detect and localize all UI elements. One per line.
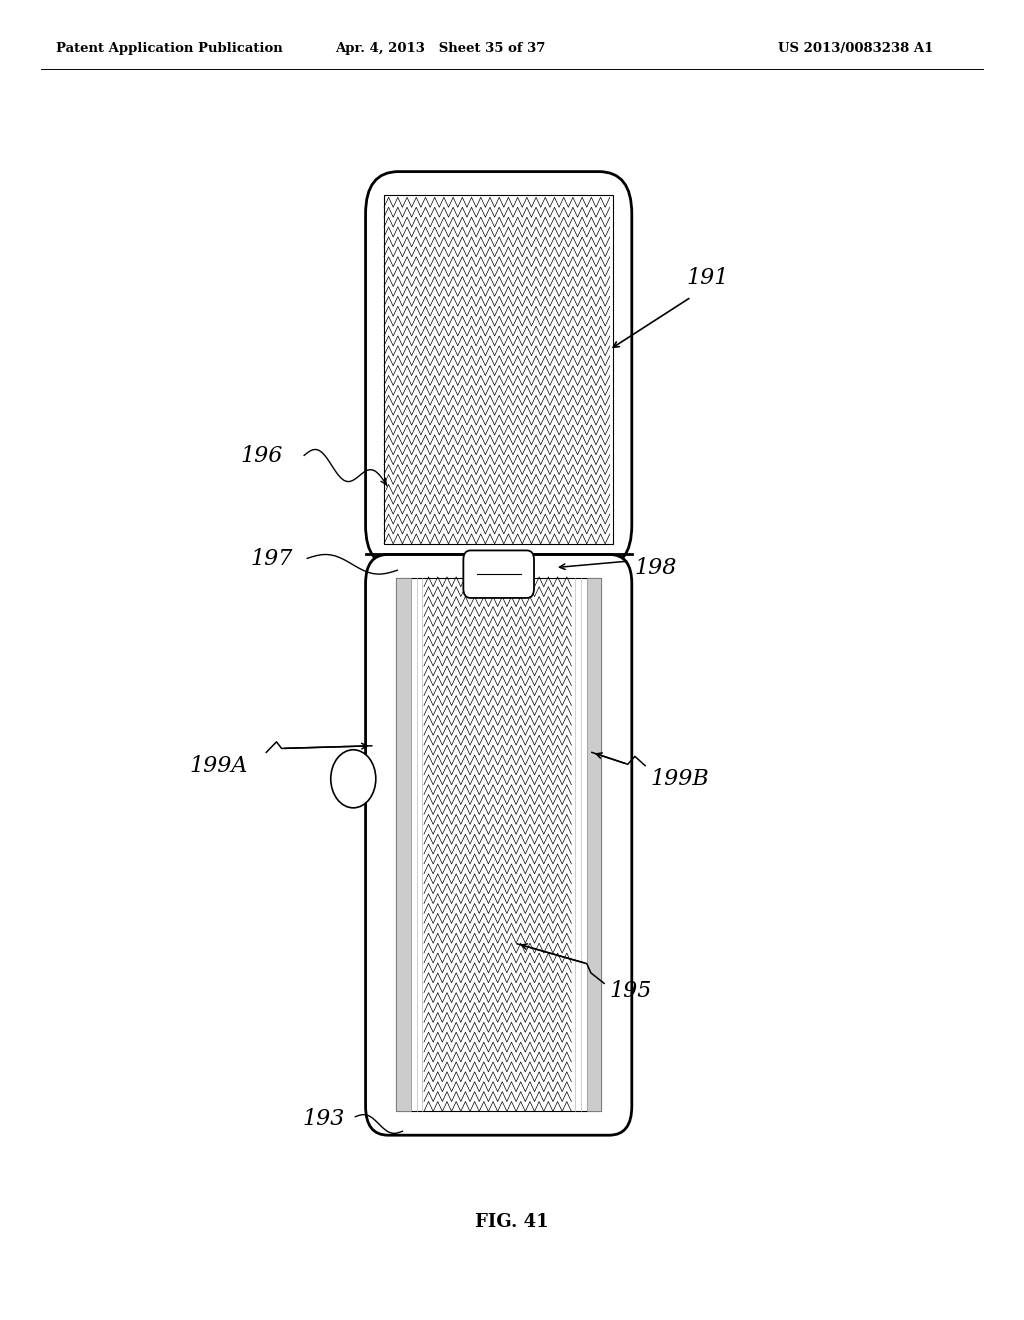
FancyBboxPatch shape (366, 554, 632, 1135)
Text: Apr. 4, 2013   Sheet 35 of 37: Apr. 4, 2013 Sheet 35 of 37 (335, 42, 546, 55)
Bar (396, 578, 411, 1111)
Text: 199B: 199B (650, 768, 709, 791)
Text: Patent Application Publication: Patent Application Publication (56, 42, 283, 55)
FancyBboxPatch shape (463, 550, 535, 598)
Bar (396, 578, 601, 1111)
Text: 191: 191 (686, 267, 728, 289)
Text: 199A: 199A (189, 755, 248, 777)
FancyBboxPatch shape (366, 172, 632, 568)
Text: US 2013/0083238 A1: US 2013/0083238 A1 (778, 42, 934, 55)
Text: 193: 193 (302, 1107, 344, 1130)
Text: 196: 196 (241, 445, 283, 467)
Text: 198: 198 (635, 557, 677, 579)
Bar (384, 195, 613, 544)
Text: 197: 197 (251, 548, 293, 570)
Text: 195: 195 (609, 979, 651, 1002)
Bar (587, 578, 601, 1111)
Text: FIG. 41: FIG. 41 (475, 1213, 549, 1232)
Circle shape (331, 750, 376, 808)
